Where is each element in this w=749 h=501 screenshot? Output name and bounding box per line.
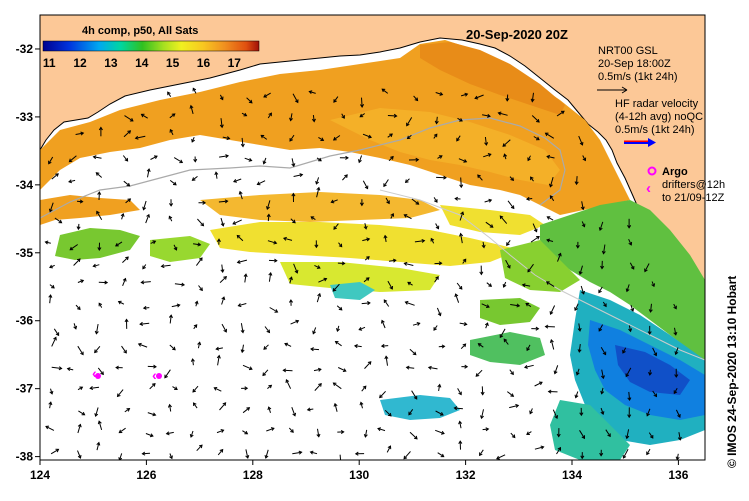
drifter-legend-icon: ‹ xyxy=(646,180,651,197)
hf-scale: 0.5m/s (1kt 24h) xyxy=(615,124,694,136)
y-tick-label: -34 xyxy=(16,178,34,192)
nrt-time: 20-Sep 18:00Z xyxy=(598,58,671,70)
colorbar-tick-label: 17 xyxy=(228,56,242,70)
x-axis: 124 126 128 130 132 134 136 xyxy=(30,460,689,482)
composite-label: 4h comp, p50, All Sats xyxy=(82,25,198,37)
y-tick-label: -35 xyxy=(16,246,34,260)
hf-title: HF radar velocity xyxy=(615,98,699,110)
drifters-label: drifters@12h xyxy=(662,179,725,191)
y-tick-label: -32 xyxy=(16,42,34,56)
x-tick-label: 126 xyxy=(136,468,156,482)
x-tick-label: 136 xyxy=(668,468,688,482)
drifters-to: to 21/09-12Z xyxy=(662,192,725,204)
colorbar-tick-label: 14 xyxy=(135,56,149,70)
colorbar-tick-label: 16 xyxy=(197,56,211,70)
y-tick-label: -36 xyxy=(16,314,34,328)
x-tick-label: 132 xyxy=(456,468,476,482)
colorbar-tick-label: 13 xyxy=(104,56,118,70)
colorbar-tick-label: 11 xyxy=(43,56,56,70)
colorbar-gradient xyxy=(43,41,259,51)
argo-label: Argo xyxy=(662,166,688,178)
current-vector-head xyxy=(339,460,342,463)
x-tick-label: 130 xyxy=(349,468,369,482)
drifter-marker: ‹ xyxy=(92,365,97,381)
credit-label: © IMOS 24-Sep-2020 13:10 Hobart xyxy=(725,276,739,468)
x-tick-label: 124 xyxy=(30,468,50,482)
y-axis: -32 -33 -34 -35 -36 -37 -38 xyxy=(16,42,40,464)
date-label: 20-Sep-2020 20Z xyxy=(466,27,568,42)
x-tick-label: 134 xyxy=(562,468,582,482)
y-tick-label: -33 xyxy=(16,110,34,124)
drifter-point xyxy=(95,373,101,379)
drifter-point xyxy=(156,373,162,379)
colorbar-tick-label: 12 xyxy=(73,56,87,70)
current-vector xyxy=(340,455,341,463)
nrt-title: NRT00 GSL xyxy=(598,45,658,57)
colorbar-tick-label: 15 xyxy=(166,56,180,70)
y-tick-label: -38 xyxy=(16,450,34,464)
y-tick-label: -37 xyxy=(16,382,34,396)
x-tick-label: 128 xyxy=(243,468,263,482)
hf-avg: (4-12h avg) noQC xyxy=(615,111,703,123)
nrt-scale: 0.5m/s (1kt 24h) xyxy=(598,71,677,83)
